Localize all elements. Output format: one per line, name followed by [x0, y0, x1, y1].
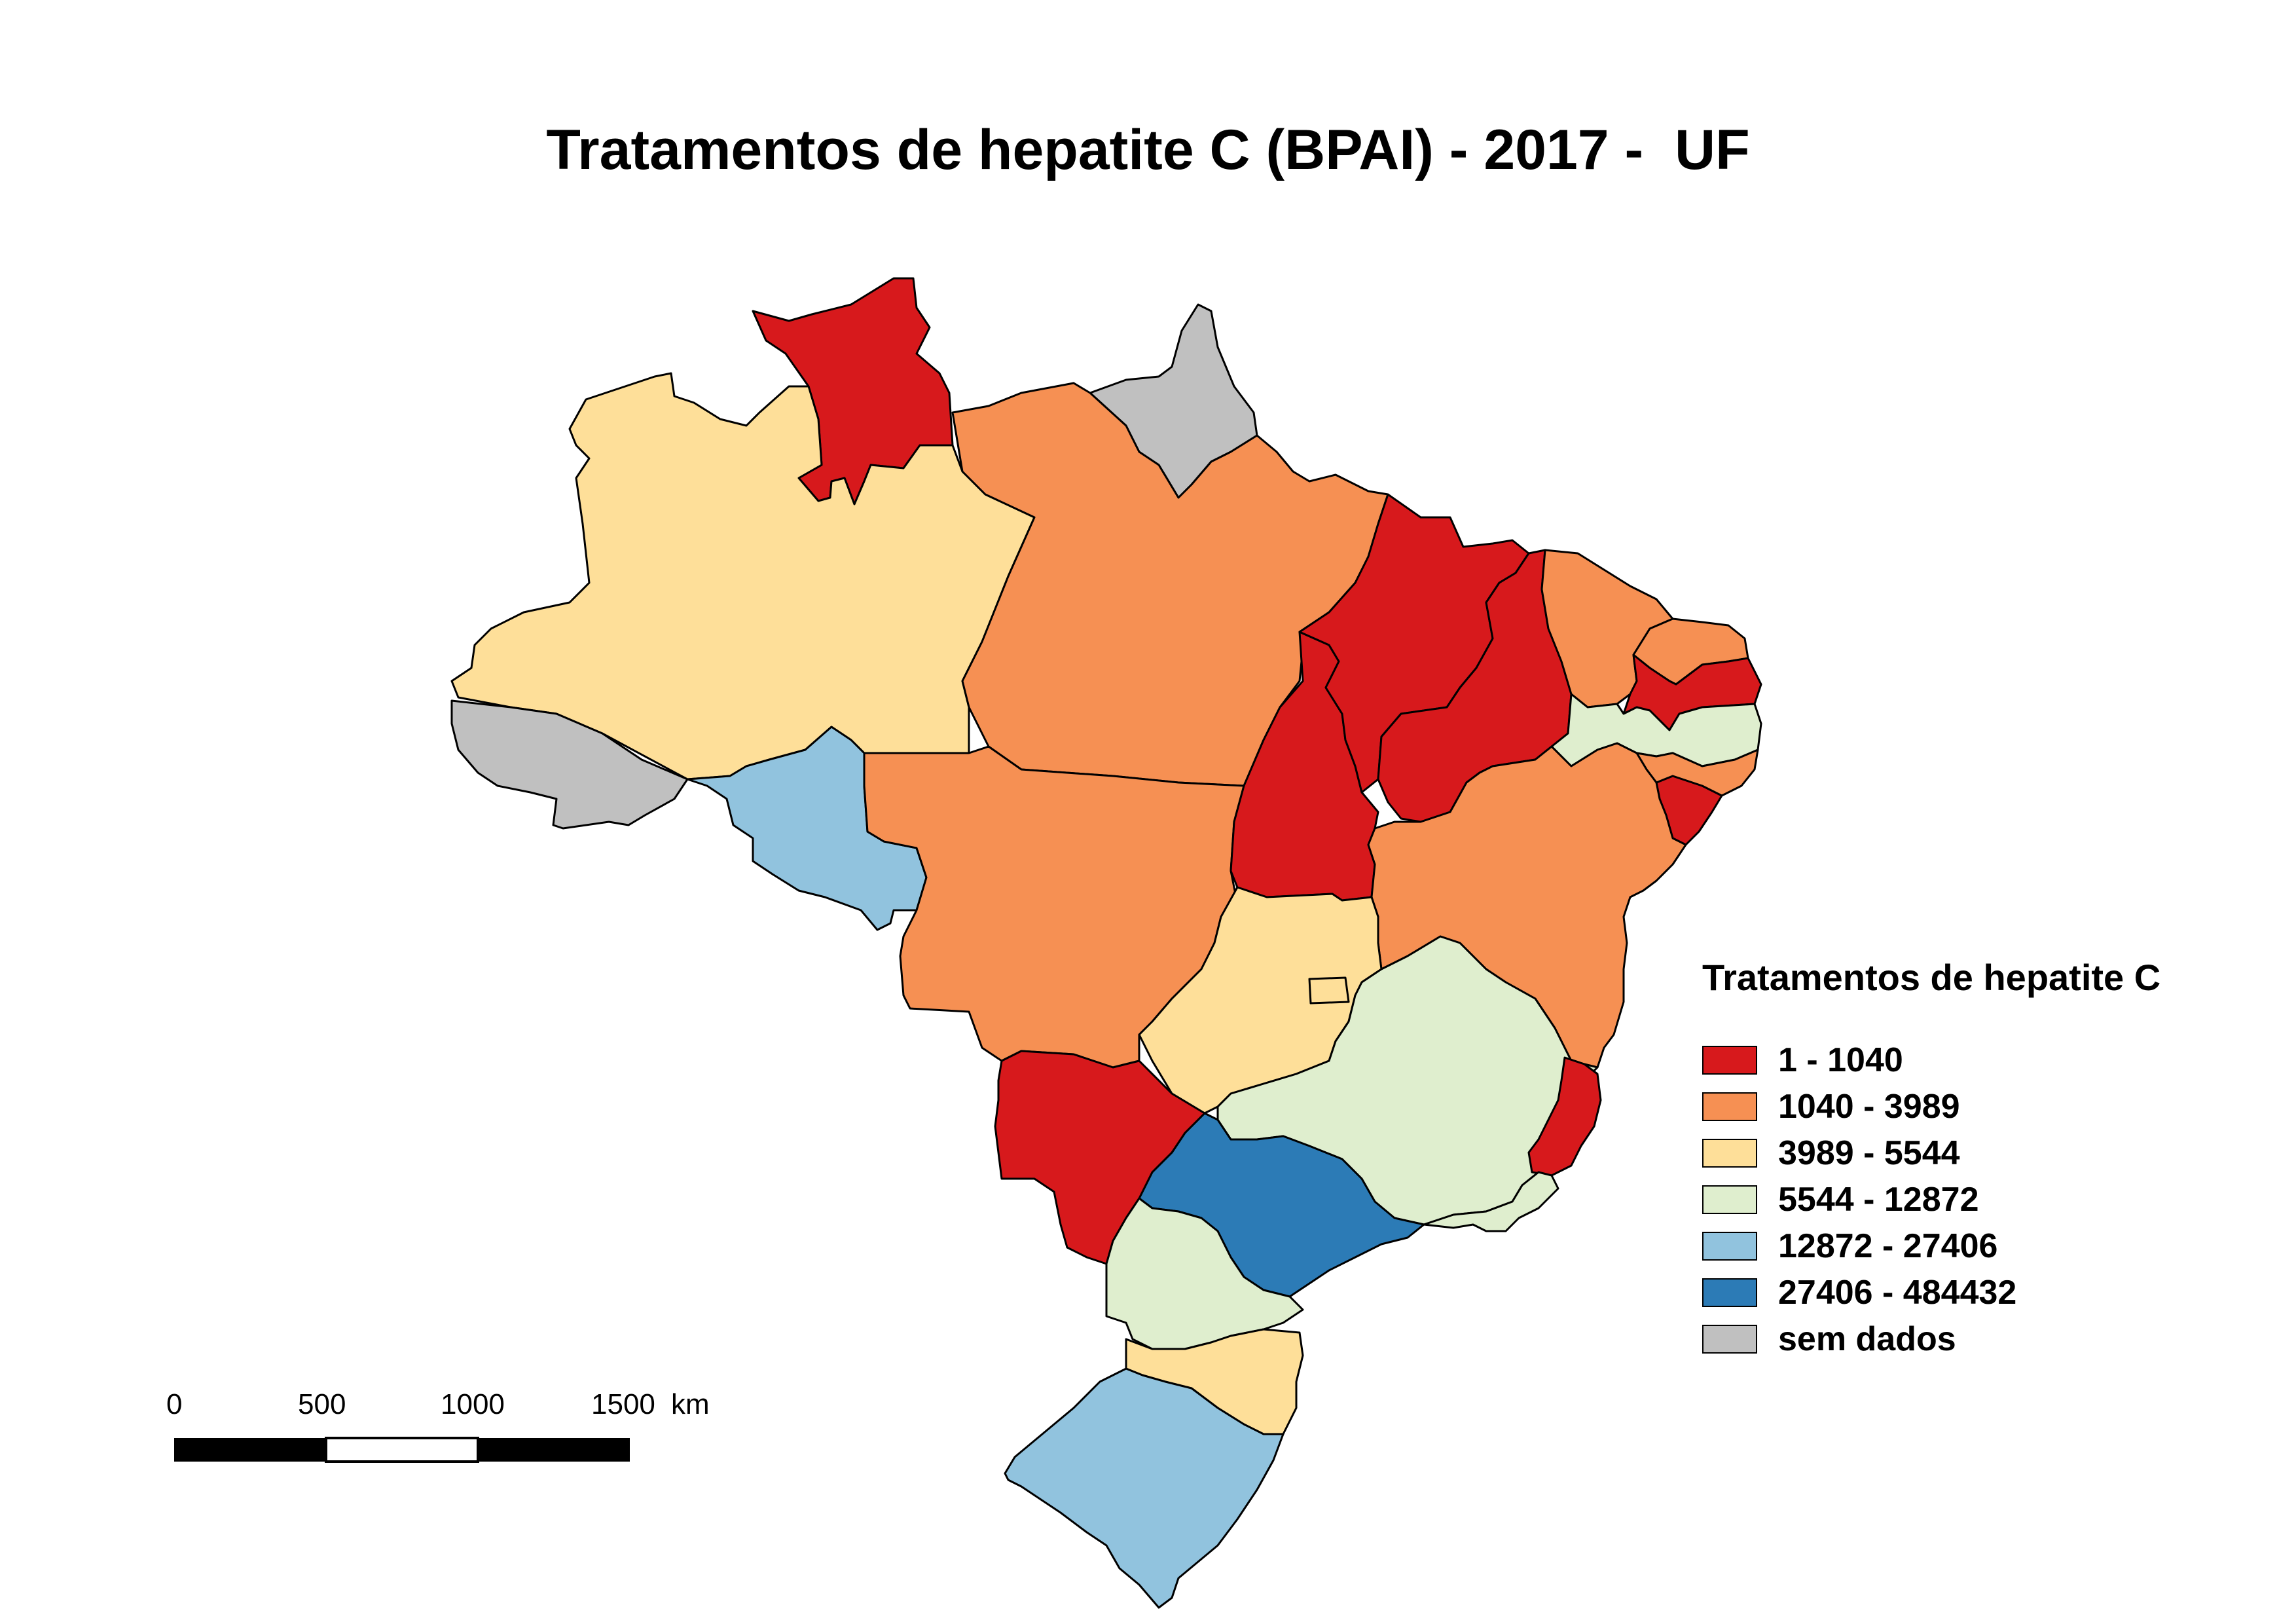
legend-title: Tratamentos de hepatite C	[1702, 957, 2161, 998]
legend-item: 5544 - 12872	[1702, 1176, 2160, 1223]
legend-label: 27406 - 484432	[1778, 1273, 2017, 1312]
scale-label-0: 0	[166, 1388, 183, 1420]
scale-label-1000: 1000	[441, 1388, 505, 1420]
legend-item: 1 - 1040	[1702, 1037, 2160, 1083]
legend-swatch	[1702, 1324, 1757, 1354]
legend-label: 3989 - 5544	[1778, 1134, 1960, 1172]
legend-label: 5544 - 12872	[1778, 1180, 1979, 1219]
legend-label: 1 - 1040	[1778, 1041, 1903, 1079]
state-RS[interactable]	[1004, 1367, 1285, 1609]
legend: Tratamentos de hepatite C 1 - 1040 1040 -…	[1702, 956, 2160, 1362]
scale-label-500: 500	[298, 1388, 346, 1420]
legend-swatch	[1702, 1278, 1757, 1307]
legend-item: 3989 - 5544	[1702, 1130, 2160, 1176]
legend-item: 12872 - 27406	[1702, 1223, 2160, 1269]
state-DF[interactable]	[1308, 976, 1350, 1005]
state-SE[interactable]	[1635, 748, 1759, 797]
legend-label: 1040 - 3989	[1778, 1087, 1960, 1126]
legend-swatch	[1702, 1185, 1757, 1214]
scale-unit: km	[671, 1388, 710, 1420]
map-title: Tratamentos de hepatite C (BPAI) - 2017 …	[546, 119, 1750, 181]
legend-item: sem dados	[1702, 1316, 2160, 1362]
legend-item: 27406 - 484432	[1702, 1269, 2160, 1316]
scale-bar	[174, 1437, 630, 1463]
state-RJ[interactable]	[1423, 1171, 1559, 1232]
legend-swatch	[1702, 1138, 1757, 1168]
legend-swatch	[1702, 1045, 1757, 1075]
legend-swatch	[1702, 1231, 1757, 1261]
state-AC[interactable]	[450, 699, 689, 830]
legend-label: 12872 - 27406	[1778, 1227, 1998, 1265]
legend-swatch	[1702, 1092, 1757, 1121]
legend-item: 1040 - 3989	[1702, 1083, 2160, 1130]
scale-label-1500: 1500	[591, 1388, 655, 1420]
legend-label: sem dados	[1778, 1320, 1956, 1358]
